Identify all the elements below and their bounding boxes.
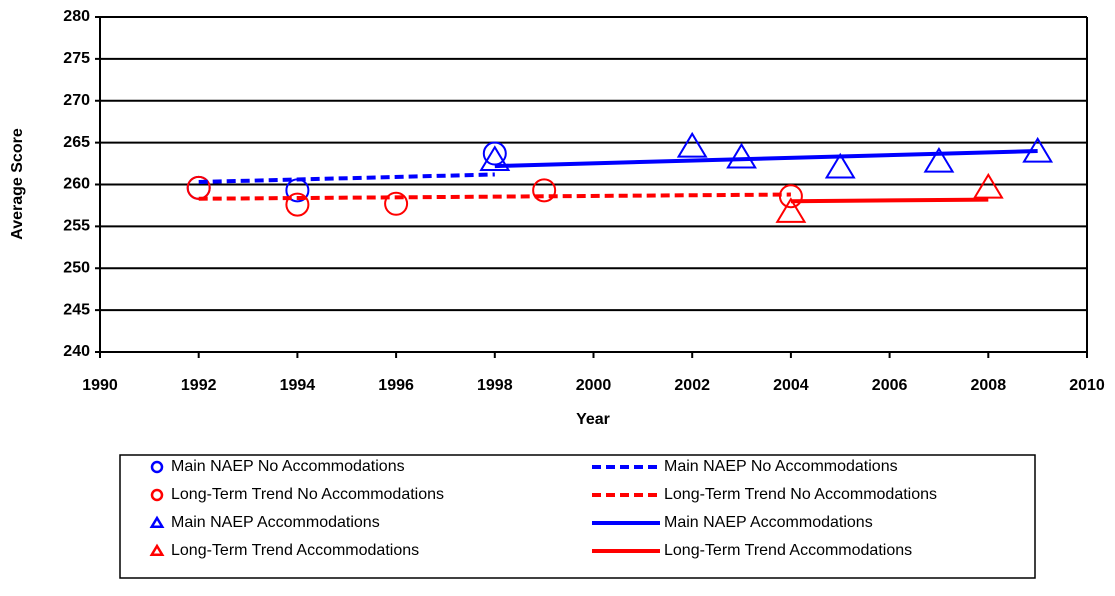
data-point <box>479 145 511 171</box>
x-tick-label: 2000 <box>576 377 612 394</box>
trend-line <box>790 197 989 204</box>
data-point <box>972 172 1004 199</box>
y-tick-label: 265 <box>63 134 90 151</box>
x-tick-label: 1994 <box>280 377 316 394</box>
data-point <box>384 191 409 216</box>
y-tick-label: 240 <box>63 343 90 360</box>
legend-label: Long-Term Trend Accommodations <box>664 542 912 559</box>
data-point <box>532 178 557 203</box>
x-tick-label: 2002 <box>674 377 710 394</box>
legend-marker <box>150 460 164 474</box>
legend-label: Long-Term Trend No Accommodations <box>171 486 444 503</box>
x-axis-title: Year <box>576 411 610 428</box>
legend-marker <box>149 515 165 528</box>
data-point <box>824 152 856 179</box>
y-tick-label: 275 <box>63 50 90 67</box>
trend-line <box>198 172 495 184</box>
legend-label: Main NAEP No Accommodations <box>664 458 898 475</box>
trend-line <box>494 149 1038 169</box>
data-point <box>775 197 807 223</box>
y-tick-label: 280 <box>63 8 90 25</box>
legend-marker <box>150 488 164 502</box>
x-tick-label: 1998 <box>477 377 513 394</box>
legend-label: Long-Term Trend No Accommodations <box>664 486 937 503</box>
data-point <box>186 175 211 200</box>
y-tick-label: 260 <box>63 176 90 193</box>
legend-label: Long-Term Trend Accommodations <box>171 542 419 559</box>
y-tick-label: 270 <box>63 92 90 109</box>
y-axis-title: Average Score <box>9 128 26 240</box>
trend-line <box>198 192 791 201</box>
x-tick-label: 2008 <box>971 377 1007 394</box>
legend-label: Main NAEP No Accommodations <box>171 458 405 475</box>
y-tick-label: 250 <box>63 259 90 276</box>
data-point <box>285 192 310 217</box>
data-point <box>923 146 955 173</box>
x-tick-label: 1992 <box>181 377 217 394</box>
data-point <box>676 131 708 158</box>
x-tick-label: 2006 <box>872 377 908 394</box>
legend-marker <box>149 543 165 556</box>
x-tick-label: 2010 <box>1069 377 1105 394</box>
y-tick-label: 255 <box>63 218 90 235</box>
data-point <box>726 142 757 169</box>
x-tick-label: 2004 <box>773 377 809 394</box>
legend-box <box>119 454 1036 579</box>
x-tick-label: 1990 <box>82 377 118 394</box>
legend-label: Main NAEP Accommodations <box>664 514 873 531</box>
y-tick-label: 245 <box>63 301 90 318</box>
x-tick-label: 1996 <box>378 377 414 394</box>
legend-label: Main NAEP Accommodations <box>171 514 380 531</box>
